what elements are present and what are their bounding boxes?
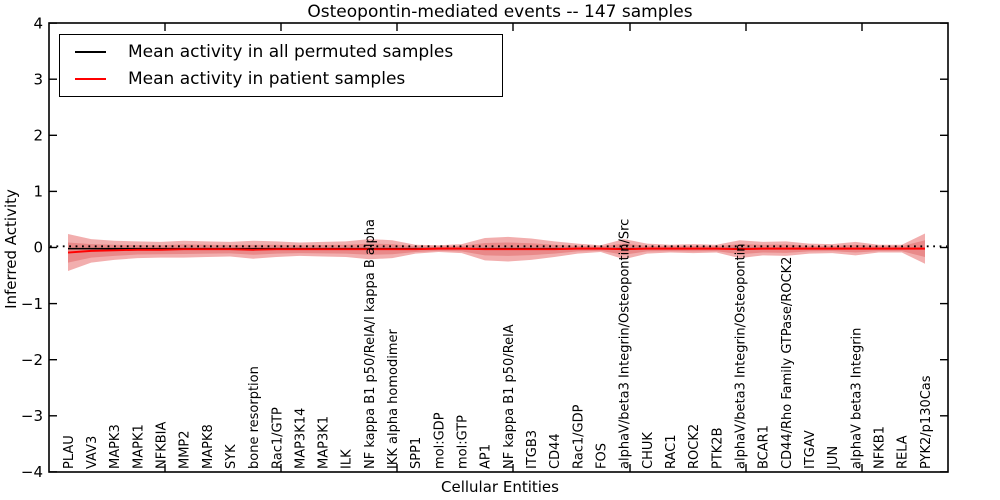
x-tick-label: NFKBIA [154,422,169,469]
x-tick-label: PTK2B [710,428,725,470]
chart-title: Osteopontin-mediated events -- 147 sampl… [307,2,693,22]
y-tick-label: −2 [21,351,43,369]
x-tick-label: RELA [896,435,911,469]
y-tick-label: 4 [33,14,43,32]
x-tick-label: MAP3K14 [293,408,308,469]
x-tick-label: MAPK1 [131,424,146,469]
x-tick-label: PYK2/p130Cas [919,375,934,469]
y-tick-label: −1 [21,295,43,313]
legend-label-permuted: Mean activity in all permuted samples [128,42,454,62]
x-tick-label: CD44 [548,433,563,469]
x-tick-label: MMP2 [178,430,193,469]
x-tick-label: SYK [224,444,239,469]
x-tick-label: BCAR1 [757,425,772,469]
x-tick-label: MAPK8 [201,424,216,469]
x-tick-label: bone resorption [247,366,262,469]
x-tick-label: FOS [595,443,610,469]
x-tick-label: SPP1 [409,437,424,469]
x-tick-label: alphaV beta3 Integrin [849,328,864,469]
y-axis-label: Inferred Activity [2,189,20,309]
y-tick-label: 0 [33,239,43,257]
x-tick-label: PLAU [62,435,77,469]
mean-patient-line [67,247,925,254]
x-tick-label: NF kappa B1 p50/RelA [502,324,517,469]
x-tick-label: ILK [340,449,355,469]
x-tick-label: IKK alpha homodimer [386,328,401,469]
legend-label-patient: Mean activity in patient samples [128,69,406,89]
y-tick-label: 3 [33,70,43,88]
x-tick-label: JUN [826,446,841,470]
x-tick-label: VAV3 [85,436,100,469]
x-tick-label: ITGB3 [525,430,540,469]
x-tick-label: ITGAV [803,430,818,469]
x-tick-label: MAP3K1 [317,416,332,469]
y-tick-label: −4 [21,463,43,481]
x-tick-label: RAC1 [664,434,679,469]
legend: Mean activity in all permuted samples Me… [59,34,503,97]
x-tick-label: CHUK [641,432,656,469]
x-tick-label: alphaV/beta3 Integrin/Osteopontin/Src [618,219,633,469]
y-tick-label: 1 [33,183,43,201]
y-tick-label: −3 [21,407,43,425]
x-tick-label: MAPK3 [108,424,123,469]
x-tick-label: CD44/Rho Family GTPase/ROCK2 [780,257,795,469]
x-tick-label: ROCK2 [687,424,702,469]
x-tick-label: alphaV/beta3 Integrin/Osteopontin [734,244,749,469]
legend-item-permuted: Mean activity in all permuted samples [60,42,502,62]
patient-band-inner [68,240,925,263]
x-tick-label: mol:GTP [456,415,471,469]
x-tick-label: NF kappa B1 p50/RelA/I kappa B alpha [363,219,378,469]
legend-line-permuted-sample [75,51,106,53]
legend-item-patient: Mean activity in patient samples [60,69,502,89]
x-tick-label: mol:GDP [432,412,447,469]
legend-line-patient-sample [75,78,106,80]
y-tick-label: 2 [33,127,43,145]
x-tick-label: Rac1/GDP [571,404,586,469]
x-tick-label: AP1 [479,444,494,469]
x-tick-label: NFKB1 [872,426,887,469]
x-tick-label: Rac1/GTP [270,407,285,469]
x-axis-label: Cellular Entities [441,478,559,496]
